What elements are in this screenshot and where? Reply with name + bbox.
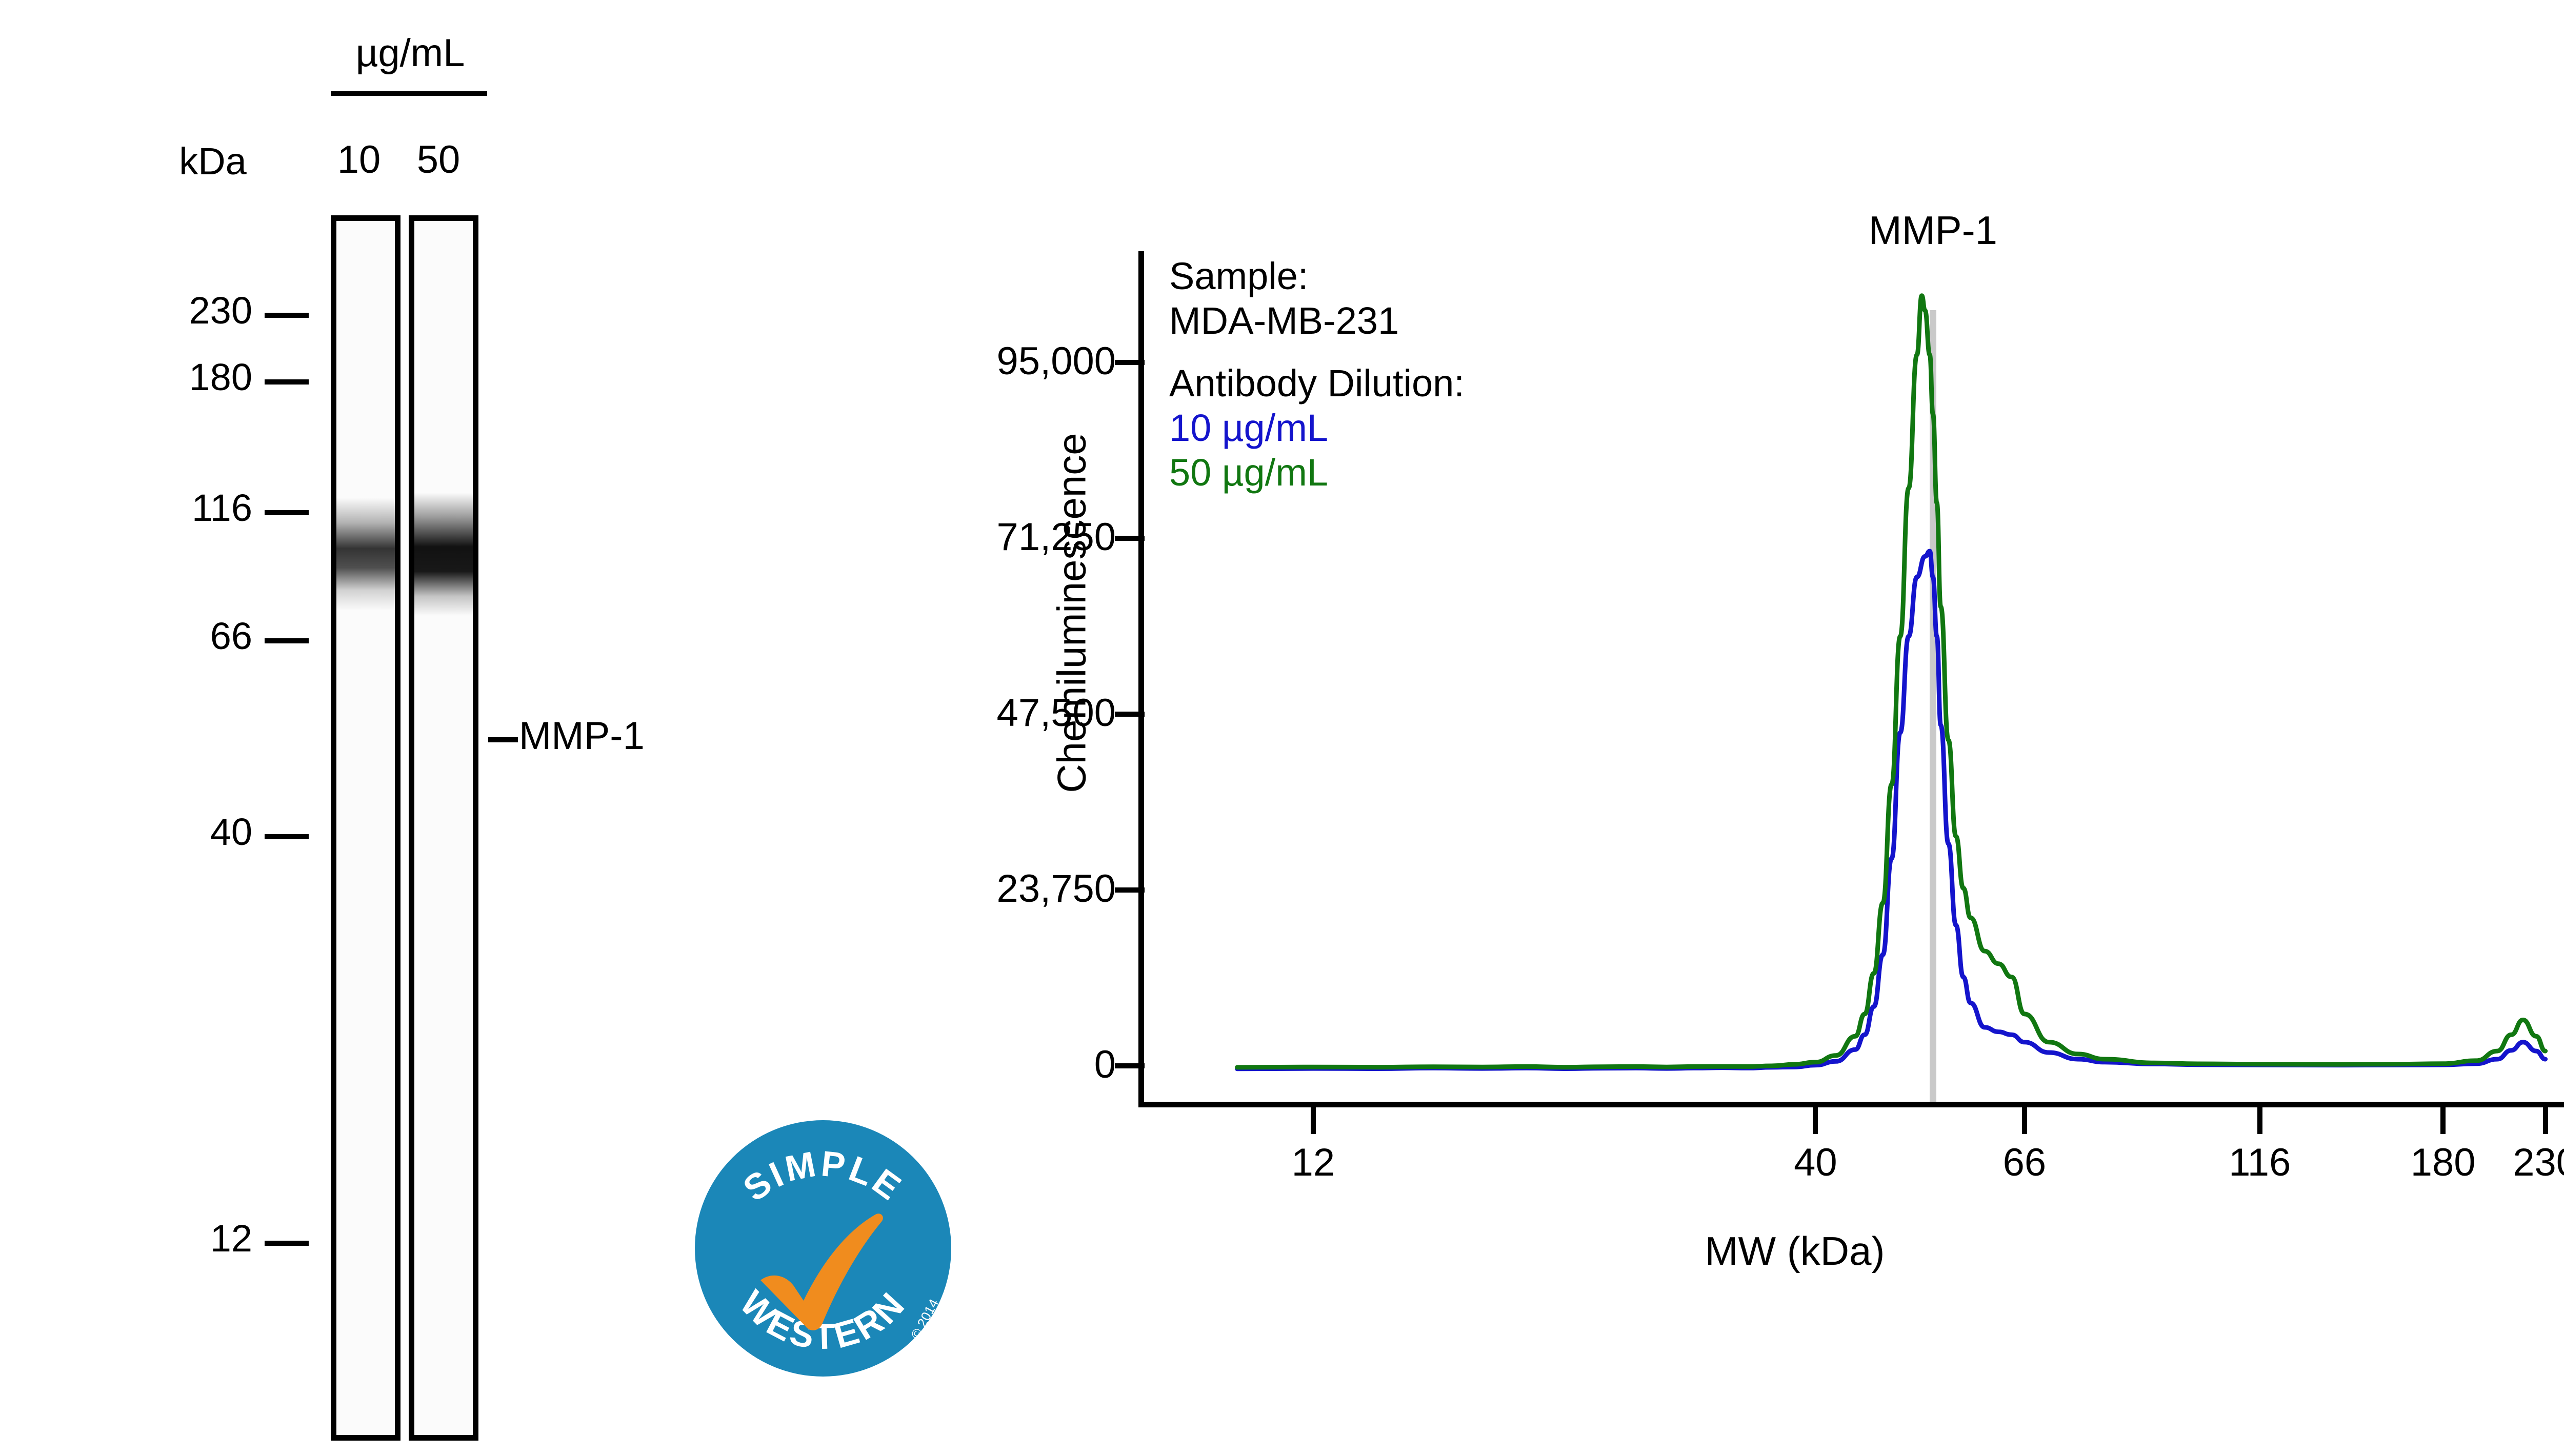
x-tick-12: [1310, 1107, 1316, 1134]
y-tick-47500: [1115, 711, 1145, 717]
y-tick-label-95000: 95,000: [996, 339, 1116, 383]
simple-western-badge: SIMPLE WESTERN © 2014: [695, 1120, 982, 1407]
legend-series-10ug: 10 µg/mL: [1169, 406, 1329, 449]
lane-label-50: 50: [416, 138, 460, 181]
ladder-dash-icon: [265, 638, 309, 643]
badge-check-icon: [760, 1214, 883, 1330]
x-tick-40: [1813, 1107, 1818, 1134]
x-tick-180: [2440, 1107, 2446, 1134]
ladder-dash-icon: [265, 510, 309, 515]
chart-legend: Sample: MDA-MB-231 Antibody Dilution: 10…: [1169, 254, 1465, 495]
ladder-dash-icon: [265, 379, 309, 385]
badge-top-text: SIMPLE: [736, 1143, 910, 1209]
x-tick-label-66: 66: [2002, 1141, 2047, 1184]
chart-series-50ug: [1235, 293, 2548, 1070]
legend-dilution-label: Antibody Dilution:: [1169, 361, 1465, 405]
blot-units-underline: [331, 91, 487, 96]
x-axis-title: MW (kDa): [1705, 1228, 1885, 1273]
x-tick-66: [2021, 1107, 2027, 1134]
ladder-label: 12: [210, 1217, 252, 1260]
y-tick-label-47500: 47,500: [996, 691, 1116, 735]
ladder-dash-icon: [265, 313, 309, 318]
y-tick-label-23750: 23,750: [996, 866, 1116, 911]
chart-series-10ug: [1235, 549, 2548, 1071]
y-axis-line: [1138, 251, 1144, 1107]
y-tick-71250: [1115, 535, 1145, 541]
legend-sample-label: Sample:: [1169, 255, 1309, 297]
x-tick-230: [2542, 1107, 2548, 1134]
chart-plot-area: [1235, 293, 2548, 1071]
blot-lane-50ug: [409, 215, 478, 1441]
x-tick-label-230: 230: [2513, 1141, 2564, 1184]
blot-band-label: MMP-1: [519, 714, 645, 758]
blot-units-header: µg/mL: [355, 31, 465, 75]
peak-marker-line: [1930, 310, 1937, 1102]
x-tick-116: [2257, 1107, 2262, 1134]
blot-band-mmp1: [336, 498, 395, 611]
blot-band-mmp1: [414, 493, 473, 616]
x-tick-label-116: 116: [2229, 1141, 2291, 1184]
legend-sample-value: MDA-MB-231: [1169, 299, 1399, 342]
x-tick-label-180: 180: [2410, 1141, 2476, 1184]
ladder-label: 66: [210, 615, 252, 657]
y-tick-95000: [1115, 359, 1145, 365]
y-tick-label-0: 0: [1094, 1043, 1116, 1086]
blot-kda-header: kDa: [179, 140, 247, 183]
y-tick-23750: [1115, 887, 1145, 893]
peak-annotation-label: MMP-1: [1868, 208, 1998, 253]
blot-lane-10ug: [331, 215, 400, 1441]
ladder-dash-icon: [265, 1241, 309, 1246]
x-axis-ticks: 12 40 66 116 180 230: [1000, 0, 2564, 1456]
y-tick-label-71250: 71,250: [996, 515, 1116, 559]
lane-label-10: 10: [337, 138, 381, 181]
blot-band-pointer-dash-icon: [488, 737, 518, 742]
ladder-label: 180: [189, 356, 252, 398]
legend-series-50ug: 50 µg/mL: [1169, 451, 1329, 494]
ladder-label: 230: [189, 289, 252, 332]
badge-artwork: SIMPLE WESTERN: [732, 1143, 911, 1357]
western-blot-panel: µg/mL kDa 10 50 230 180 116 66 40 12 MMP…: [0, 0, 951, 1456]
y-axis-ticks: 0 23,750 47,500 71,250 95,000: [997, 0, 2564, 1456]
x-tick-label-12: 12: [1291, 1141, 1335, 1184]
ladder-label: 116: [192, 487, 252, 529]
badge-circle: [695, 1120, 951, 1377]
ladder-label: 40: [210, 811, 252, 853]
x-tick-label-40: 40: [1794, 1141, 1837, 1184]
x-axis-line: [1138, 1102, 2564, 1107]
ladder-dash-icon: [265, 834, 309, 839]
chemiluminescence-chart-panel: Chemiluminescence 0 23,750 47,500 71,250 95,…: [997, 0, 2564, 1456]
y-tick-0: [1115, 1063, 1145, 1068]
